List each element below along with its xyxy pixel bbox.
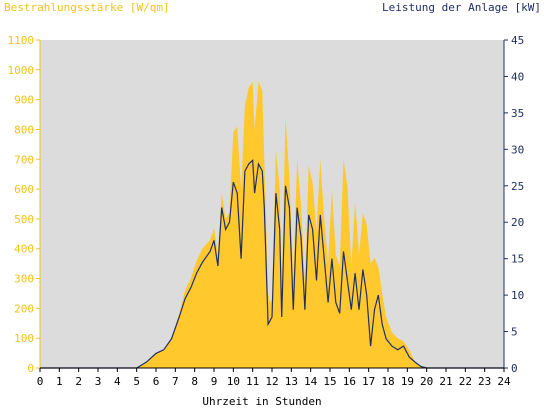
x-tick-label: 9: [211, 375, 218, 388]
x-tick-label: 17: [362, 375, 375, 388]
x-tick-label: 8: [191, 375, 198, 388]
y-left-tick-label: 700: [14, 153, 34, 166]
y-left-tick-label: 400: [14, 243, 34, 256]
y-right-tick-label: 5: [511, 326, 518, 339]
x-tick-label: 1: [56, 375, 63, 388]
right-axis-title: Leistung der Anlage [kW]: [382, 1, 541, 14]
x-axis-label: Uhrzeit in Stunden: [202, 395, 321, 408]
x-tick-label: 13: [285, 375, 298, 388]
x-tick-label: 12: [265, 375, 278, 388]
y-left-tick-label: 300: [14, 273, 34, 286]
y-right-tick-label: 20: [511, 216, 524, 229]
y-left-tick-label: 1000: [8, 64, 35, 77]
x-tick-label: 23: [478, 375, 491, 388]
power-line: [40, 158, 504, 369]
y-left-tick-label: 800: [14, 123, 34, 136]
y-right-tick-label: 40: [511, 70, 524, 83]
y-left-tick-label: 900: [14, 94, 34, 107]
y-left-tick-label: 100: [14, 332, 34, 345]
y-right-tick-label: 10: [511, 289, 524, 302]
y-right-tick-label: 45: [511, 34, 524, 47]
y-left-tick-label: 0: [27, 362, 34, 375]
x-tick-label: 21: [439, 375, 452, 388]
x-tick-label: 22: [459, 375, 472, 388]
x-tick-label: 14: [304, 375, 318, 388]
x-tick-label: 20: [420, 375, 433, 388]
y-left-tick-label: 500: [14, 213, 34, 226]
x-tick-label: 5: [133, 375, 140, 388]
x-tick-label: 6: [153, 375, 160, 388]
y-right-tick-label: 30: [511, 143, 524, 156]
x-tick-label: 11: [246, 375, 259, 388]
x-tick-label: 0: [37, 375, 44, 388]
y-left-tick-label: 1100: [8, 34, 35, 47]
x-tick-label: 16: [343, 375, 356, 388]
x-tick-label: 10: [227, 375, 240, 388]
y-right-tick-label: 15: [511, 253, 524, 266]
x-tick-label: 3: [95, 375, 102, 388]
x-tick-label: 24: [497, 375, 511, 388]
y-right-tick-label: 25: [511, 180, 524, 193]
x-tick-label: 15: [323, 375, 336, 388]
x-tick-label: 2: [75, 375, 82, 388]
y-right-tick-label: 35: [511, 107, 524, 120]
y-right-tick-label: 0: [511, 362, 518, 375]
x-tick-label: 19: [401, 375, 414, 388]
left-axis-title: Bestrahlungsstärke [W/qm]: [4, 1, 170, 14]
y-left-tick-label: 200: [14, 302, 34, 315]
y-left-tick-label: 600: [14, 183, 34, 196]
x-tick-label: 18: [381, 375, 394, 388]
x-tick-label: 7: [172, 375, 179, 388]
x-tick-label: 4: [114, 375, 121, 388]
